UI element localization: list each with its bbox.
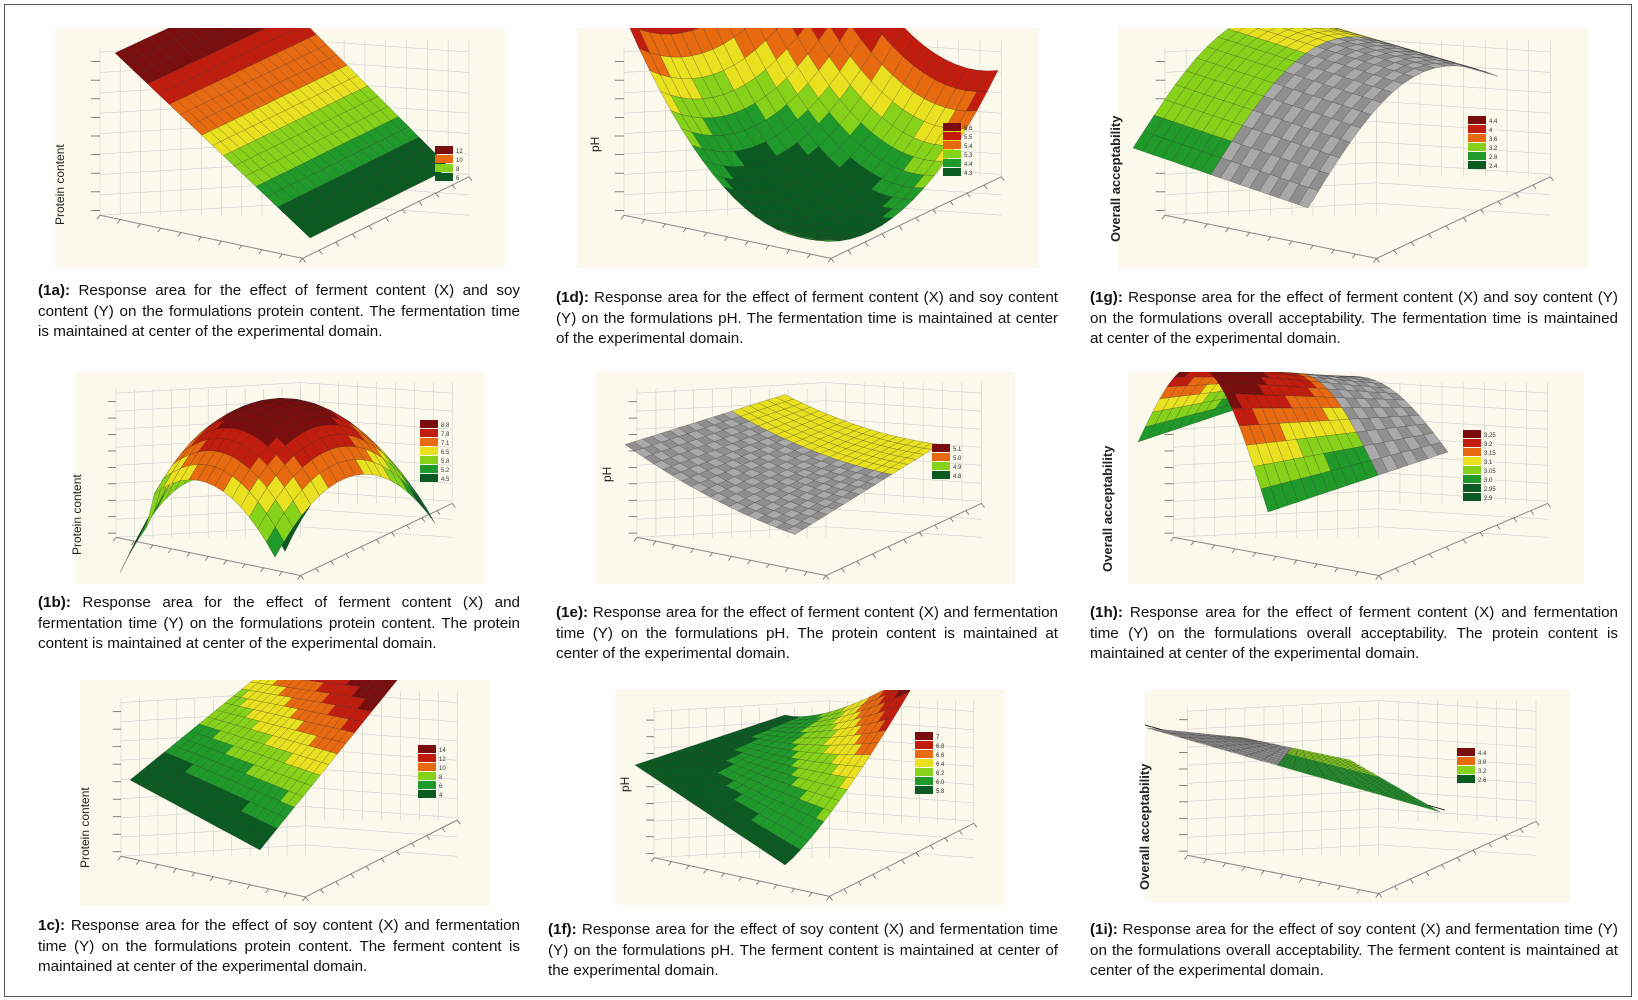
- svg-text:3.2: 3.2: [1489, 146, 1498, 152]
- surface-plot-1i: 4.4 3.8 3.2 2.6: [1145, 690, 1570, 902]
- svg-text:3.2: 3.2: [1484, 442, 1493, 448]
- svg-text:3.0: 3.0: [1484, 478, 1493, 484]
- caption-label: (1g): [1090, 289, 1118, 306]
- svg-text:5.8: 5.8: [936, 789, 945, 795]
- svg-text:5.3: 5.3: [964, 153, 973, 159]
- caption-label: (1a): [38, 282, 66, 299]
- svg-text:3.2: 3.2: [1478, 769, 1487, 775]
- svg-text:7: 7: [936, 735, 940, 741]
- svg-text:5.8: 5.8: [441, 459, 450, 465]
- svg-text:10: 10: [439, 766, 446, 772]
- caption-label: 1c): [38, 917, 60, 934]
- svg-text:5.6: 5.6: [964, 126, 973, 132]
- svg-text:7.8: 7.8: [441, 432, 450, 438]
- y-axis-label: pH: [588, 136, 602, 152]
- svg-text:4.3: 4.3: [964, 171, 973, 177]
- caption-text: Response area for the effect of soy cont…: [548, 921, 1058, 979]
- caption-text: Response area for the effect of ferment …: [38, 594, 520, 652]
- caption-1b: (1b): Response area for the effect of fe…: [38, 594, 520, 652]
- caption-text: Response area for the effect of ferment …: [1090, 289, 1618, 347]
- svg-text:6: 6: [456, 176, 460, 182]
- caption-1i: (1i): Response area for the effect of so…: [1090, 921, 1618, 979]
- surface-plot-1c: 14 12 10 8 6 4: [80, 680, 490, 906]
- svg-text:4: 4: [439, 793, 443, 799]
- caption-1g: (1g): Response area for the effect of fe…: [1090, 289, 1618, 347]
- caption-text: Response area for the effect of ferment …: [556, 289, 1058, 347]
- svg-text:7.1: 7.1: [441, 441, 450, 447]
- svg-text:5.1: 5.1: [953, 447, 962, 453]
- svg-text:14: 14: [439, 748, 446, 754]
- caption-text: Response area for the effect of soy cont…: [1090, 921, 1618, 979]
- caption-text: Response area for the effect of ferment …: [1090, 604, 1618, 662]
- svg-text:4.4: 4.4: [1478, 751, 1487, 757]
- y-axis-label: pH: [600, 466, 614, 482]
- svg-text:6.5: 6.5: [441, 450, 450, 456]
- svg-text:5.2: 5.2: [441, 468, 450, 474]
- svg-text:6.4: 6.4: [936, 762, 945, 768]
- caption-label: (1e): [556, 604, 584, 621]
- svg-text:8.8: 8.8: [441, 423, 450, 429]
- y-axis-label: Overall acceptability: [1108, 115, 1123, 242]
- surface-plot-1b: 8.8 7.8 7.1 6.5 5.8 5.2 4.5: [75, 372, 485, 584]
- svg-text:2.6: 2.6: [1478, 778, 1487, 784]
- y-axis-label: Protein content: [53, 144, 67, 225]
- svg-text:2.9: 2.9: [1484, 496, 1493, 502]
- svg-text:2.4: 2.4: [1489, 164, 1498, 170]
- svg-text:4.5: 4.5: [441, 477, 450, 483]
- svg-text:4: 4: [1489, 128, 1493, 134]
- svg-text:5.4: 5.4: [964, 144, 973, 150]
- svg-text:8: 8: [456, 167, 460, 173]
- surface-plot-1h: 3.25 3.2 3.15 3.1 3.05 3.0 2.95 2.9: [1128, 372, 1584, 584]
- svg-text:6.0: 6.0: [936, 780, 945, 786]
- surface-plot-1f: 7 6.8 6.6 6.4 6.2 6.0 5.8: [615, 690, 1005, 905]
- surface-plot-1e: 5.1 5.0 4.9 4.8: [595, 372, 1015, 584]
- caption-label: (1b): [38, 594, 66, 611]
- svg-text:4.9: 4.9: [953, 465, 962, 471]
- caption-text: Response area for the effect of ferment …: [38, 282, 520, 340]
- caption-1e: (1e): Response area for the effect of fe…: [556, 604, 1058, 662]
- caption-text: Response area for the effect of soy cont…: [38, 917, 520, 975]
- caption-1h: (1h): Response area for the effect of fe…: [1090, 604, 1618, 662]
- svg-text:2.8: 2.8: [1489, 155, 1498, 161]
- caption-label: (1i): [1090, 921, 1113, 938]
- svg-text:2.95: 2.95: [1484, 487, 1496, 493]
- surface-plot-1a: 12 10 8 6: [55, 28, 505, 268]
- caption-label: (1f): [548, 921, 572, 938]
- svg-text:8: 8: [439, 775, 443, 781]
- svg-text:3.6: 3.6: [1489, 137, 1498, 143]
- svg-text:12: 12: [456, 149, 463, 155]
- surface-plot-1d: 5.6 5.5 5.4 5.3 4.4 4.3: [578, 28, 1038, 268]
- caption-label: (1d): [556, 289, 584, 306]
- svg-text:4.4: 4.4: [964, 162, 973, 168]
- svg-text:3.15: 3.15: [1484, 451, 1496, 457]
- svg-text:5.5: 5.5: [964, 135, 973, 141]
- y-axis-label: Overall acceptability: [1137, 763, 1152, 890]
- figure-frame: [4, 4, 1632, 997]
- caption-1f: (1f): Response area for the effect of so…: [548, 921, 1058, 979]
- y-axis-label: Protein content: [70, 474, 84, 555]
- caption-1a: (1a): Response area for the effect of fe…: [38, 282, 520, 340]
- svg-text:4.8: 4.8: [953, 474, 962, 480]
- svg-text:6.6: 6.6: [936, 753, 945, 759]
- y-axis-label: pH: [618, 776, 632, 792]
- svg-text:10: 10: [456, 158, 463, 164]
- svg-text:6.2: 6.2: [936, 771, 945, 777]
- caption-label: (1h): [1090, 604, 1118, 621]
- surface-plot-1g: 4.4 4 3.6 3.2 2.8 2.4: [1118, 28, 1588, 268]
- svg-text:6: 6: [439, 784, 443, 790]
- svg-text:3.1: 3.1: [1484, 460, 1493, 466]
- caption-1c: 1c): Response area for the effect of soy…: [38, 917, 520, 975]
- svg-text:6.8: 6.8: [936, 744, 945, 750]
- svg-text:3.05: 3.05: [1484, 469, 1496, 475]
- svg-text:5.0: 5.0: [953, 456, 962, 462]
- caption-1d: (1d): Response area for the effect of fe…: [556, 289, 1058, 347]
- caption-text: Response area for the effect of ferment …: [556, 604, 1058, 662]
- svg-text:3.8: 3.8: [1478, 760, 1487, 766]
- svg-text:3.25: 3.25: [1484, 433, 1496, 439]
- svg-text:12: 12: [439, 757, 446, 763]
- y-axis-label: Overall acceptability: [1100, 445, 1115, 572]
- svg-text:4.4: 4.4: [1489, 119, 1498, 125]
- y-axis-label: Protein content: [78, 787, 92, 868]
